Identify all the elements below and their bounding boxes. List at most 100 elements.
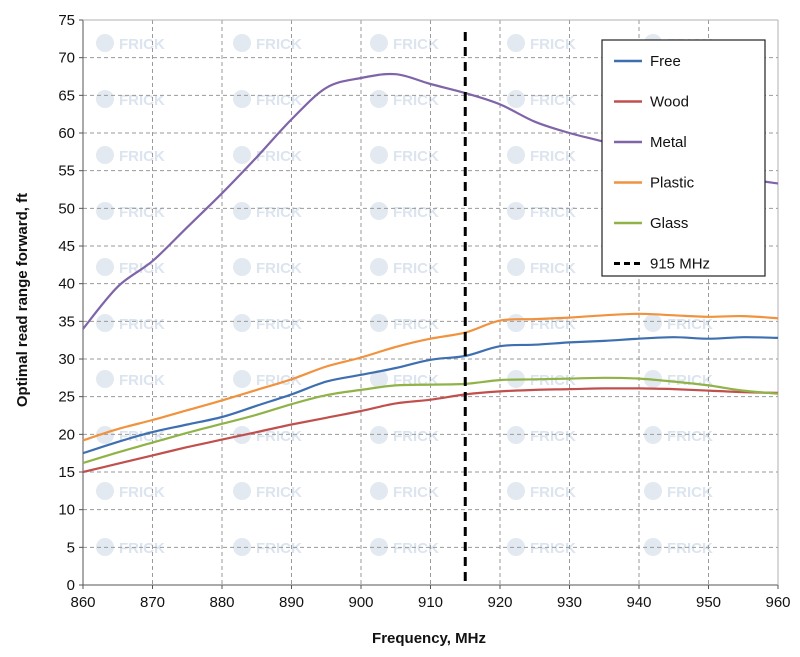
watermark-text: FRICK (667, 372, 713, 389)
watermark-text: FRICK (667, 316, 713, 333)
watermark-text: FRICK (119, 484, 165, 501)
watermark-logo-icon (233, 90, 251, 108)
y-tick-label: 45 (58, 238, 75, 255)
y-tick-label: 30 (58, 351, 75, 368)
watermark-logo-icon (233, 482, 251, 500)
y-tick-label: 25 (58, 389, 75, 406)
watermark-text: FRICK (393, 148, 439, 165)
watermark-logo-icon (370, 146, 388, 164)
x-tick-label: 930 (557, 594, 582, 611)
watermark-logo-icon (96, 426, 114, 444)
axis-layer: 0 5 10 15 20 25 30 35 40 45 50 55 60 65 70 75 860 870 880 8… (58, 12, 790, 611)
watermark-logo-icon (507, 146, 525, 164)
legend-label-glass: Glass (650, 215, 688, 232)
x-axis-title: Frequency, MHz (372, 630, 486, 647)
watermark-logo-icon (233, 258, 251, 276)
watermark-logo-icon (233, 34, 251, 52)
watermark-text: FRICK (530, 148, 576, 165)
watermark-text: FRICK (256, 148, 302, 165)
watermark-text: FRICK (667, 428, 713, 445)
watermark-text: FRICK (530, 540, 576, 557)
watermark-text: FRICK (256, 204, 302, 221)
watermark-text: FRICK (393, 372, 439, 389)
watermark-text: FRICK (256, 36, 302, 53)
watermark-logo-icon (507, 202, 525, 220)
watermark-text: FRICK (393, 260, 439, 277)
y-tick-label: 20 (58, 426, 75, 443)
watermark-logo-icon (96, 258, 114, 276)
watermark-text: FRICK (256, 540, 302, 557)
watermark-logo-icon (96, 146, 114, 164)
watermark-text: FRICK (393, 484, 439, 501)
watermark-text: FRICK (530, 316, 576, 333)
watermark-logo-icon (233, 202, 251, 220)
grid-layer (83, 19, 778, 585)
watermark-text: FRICK (119, 148, 165, 165)
y-tick-label: 10 (58, 502, 75, 519)
watermark-text: FRICK (256, 92, 302, 109)
watermark-logo-icon (96, 90, 114, 108)
x-tick-label: 950 (696, 594, 721, 611)
legend-label-wood: Wood (650, 94, 689, 111)
watermark-logo-icon (507, 90, 525, 108)
x-tick-label: 880 (209, 594, 234, 611)
watermark-logo-icon (233, 146, 251, 164)
watermark-text: FRICK (256, 372, 302, 389)
watermark-text: FRICK (530, 372, 576, 389)
y-tick-label: 5 (67, 539, 75, 556)
y-tick-label: 15 (58, 464, 75, 481)
watermark-logo-icon (96, 314, 114, 332)
legend-label-915-mhz: 915 MHz (650, 256, 710, 273)
watermark-logo-icon (233, 314, 251, 332)
x-tick-label: 920 (487, 594, 512, 611)
watermark-logo-icon (507, 538, 525, 556)
watermark-text: FRICK (393, 316, 439, 333)
watermark-logo-icon (96, 202, 114, 220)
watermark-text: FRICK (256, 484, 302, 501)
watermark-text: FRICK (256, 260, 302, 277)
watermark-logo-icon (644, 426, 662, 444)
watermark-text: FRICK (530, 484, 576, 501)
watermark-text: FRICK (530, 36, 576, 53)
watermark-text: FRICK (119, 36, 165, 53)
y-tick-label: 35 (58, 313, 75, 330)
watermark-text: FRICK (119, 204, 165, 221)
watermark-logo-icon (507, 258, 525, 276)
watermark-text: FRICK (119, 316, 165, 333)
watermark-text: FRICK (393, 36, 439, 53)
y-axis-title: Optimal read range forward, ft (14, 193, 31, 407)
watermark-logo-icon (370, 202, 388, 220)
legend: Free Wood Metal Plastic Glass 915 MHz (601, 39, 766, 277)
watermark-text: FRICK (256, 316, 302, 333)
watermark-logo-icon (507, 482, 525, 500)
series-line-plastic (82, 312, 779, 442)
watermark-logo-icon (96, 34, 114, 52)
y-tick-label: 70 (58, 50, 75, 67)
x-tick-label: 870 (140, 594, 165, 611)
series-line-glass (82, 376, 779, 465)
watermark-text: FRICK (119, 92, 165, 109)
watermark-text: FRICK (393, 92, 439, 109)
watermark-logo-icon (370, 258, 388, 276)
watermark-logo-icon (644, 482, 662, 500)
watermark-logo-icon (370, 314, 388, 332)
watermark-logo-icon (96, 482, 114, 500)
watermark-text: FRICK (393, 428, 439, 445)
legend-box (601, 39, 766, 277)
watermark-logo-icon (233, 370, 251, 388)
x-tick-label: 960 (765, 594, 790, 611)
legend-label-plastic: Plastic (650, 175, 695, 192)
y-tick-label: 75 (58, 12, 75, 29)
watermark-logo-icon (370, 90, 388, 108)
watermark-logo-icon (370, 34, 388, 52)
watermark-text: FRICK (393, 204, 439, 221)
watermark-logo-icon (370, 370, 388, 388)
x-tick-label: 860 (70, 594, 95, 611)
x-tick-label: 940 (626, 594, 651, 611)
y-tick-label: 50 (58, 200, 75, 217)
watermark-text: FRICK (530, 260, 576, 277)
watermark-logo-icon (233, 538, 251, 556)
legend-label-free: Free (650, 53, 681, 70)
